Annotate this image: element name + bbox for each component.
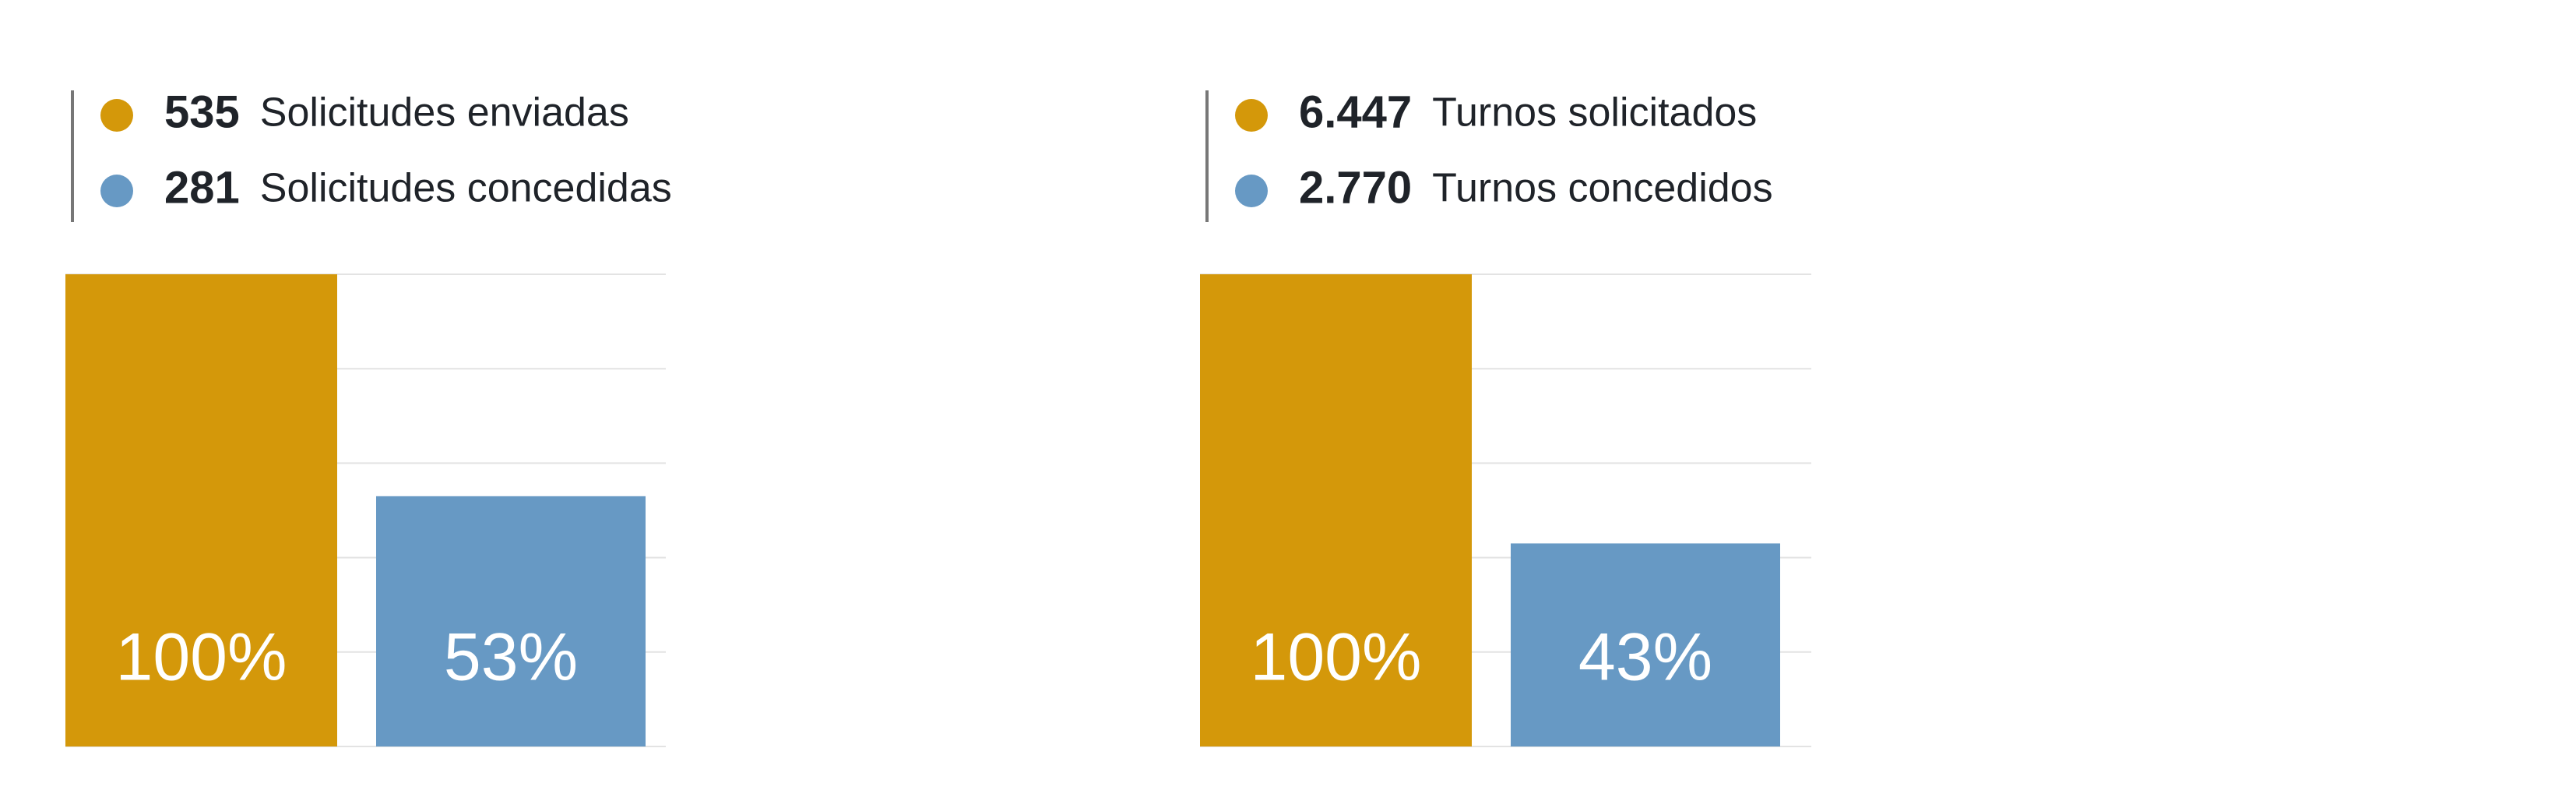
legend-dot (1235, 175, 1268, 207)
legend-dot (100, 99, 133, 132)
legend-total: 535 (164, 86, 240, 137)
bar (1200, 274, 1472, 746)
value-label: 43% (1578, 620, 1712, 695)
value-label: 100% (1251, 620, 1422, 695)
legend-label: Turnos concedidos (1432, 166, 1772, 211)
value-label: 53% (444, 620, 578, 695)
legend-dot (100, 175, 133, 207)
chart: 6.447 2.770 Turnos solicitados 100% Turnos c… (1200, 86, 1811, 747)
legend-total: 2.770 (1299, 162, 1412, 213)
legend-label: Solicitudes concedidas (260, 166, 672, 211)
legend-dot (1235, 99, 1268, 132)
bar (65, 274, 337, 746)
bar (1511, 543, 1780, 746)
legend-label: Turnos solicitados (1432, 90, 1757, 136)
legend-total: 281 (164, 162, 240, 213)
chart: 535 281 Solicitudes enviadas 100% Solicitude… (65, 86, 672, 747)
legend-label: Solicitudes enviadas (260, 90, 629, 136)
legend-total: 6.447 (1299, 86, 1412, 137)
bar (376, 496, 646, 746)
value-label: 100% (116, 620, 287, 695)
